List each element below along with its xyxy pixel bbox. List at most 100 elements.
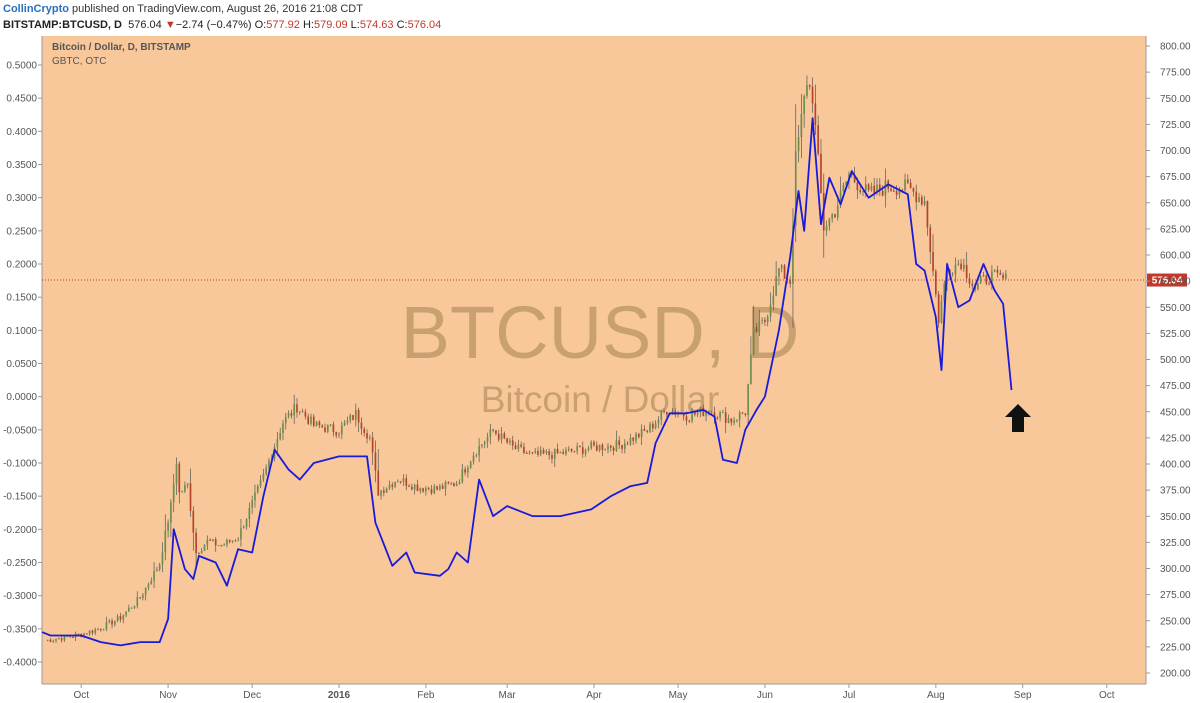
symbol-label[interactable]: BITSTAMP:BTCUSD, D bbox=[3, 19, 122, 31]
candle-body bbox=[719, 412, 721, 418]
candle-body bbox=[534, 451, 536, 453]
time-tick-label: Aug bbox=[927, 690, 945, 701]
candle-body bbox=[332, 424, 335, 433]
right-tick-label: 550.00 bbox=[1160, 303, 1191, 314]
time-tick-label: May bbox=[669, 690, 688, 701]
candle-body bbox=[287, 413, 290, 417]
candle-body bbox=[226, 539, 228, 545]
candle-body bbox=[862, 190, 864, 193]
candle-body bbox=[228, 539, 231, 542]
candle-body bbox=[993, 269, 996, 272]
candle-body bbox=[489, 429, 492, 437]
candle-body bbox=[377, 470, 380, 496]
candle-body bbox=[621, 445, 623, 449]
candle-body bbox=[455, 484, 458, 487]
candle-body bbox=[217, 545, 220, 547]
right-tick-label: 575.00 bbox=[1160, 277, 1191, 288]
candle-body bbox=[49, 639, 52, 643]
candle-body bbox=[705, 411, 707, 417]
high-value: 579.09 bbox=[313, 19, 348, 31]
candle-body bbox=[425, 488, 427, 492]
candle-body bbox=[495, 430, 497, 434]
candle-body bbox=[808, 84, 811, 87]
candle-body bbox=[744, 413, 747, 415]
right-axis-area[interactable] bbox=[1146, 36, 1200, 684]
candle-body bbox=[321, 425, 324, 428]
candle-body bbox=[203, 544, 206, 551]
candle-body bbox=[265, 467, 268, 475]
candle-body bbox=[310, 416, 312, 424]
btcusd-candles bbox=[46, 75, 1007, 644]
candle-body bbox=[629, 437, 632, 445]
candle-body bbox=[870, 185, 873, 191]
candle-body bbox=[483, 441, 486, 445]
candle-body bbox=[52, 640, 55, 643]
left-tick-label: 0.4000 bbox=[6, 127, 37, 138]
candle-body bbox=[360, 422, 363, 429]
time-tick-label: Nov bbox=[159, 690, 177, 701]
candle-body bbox=[175, 463, 178, 484]
candle-body bbox=[509, 440, 511, 443]
candle-body bbox=[971, 283, 974, 286]
candle-body bbox=[904, 179, 906, 191]
candle-body bbox=[108, 620, 111, 623]
candle-body bbox=[772, 295, 775, 305]
candle-body bbox=[912, 188, 915, 192]
candle-body bbox=[766, 316, 769, 323]
candle-body bbox=[422, 488, 424, 492]
candle-body bbox=[954, 264, 957, 274]
candle-body bbox=[635, 433, 637, 441]
candle-body bbox=[890, 188, 892, 191]
left-tick-label: 0.2000 bbox=[6, 260, 37, 271]
time-axis-area[interactable] bbox=[0, 684, 1200, 703]
plot-area[interactable] bbox=[42, 36, 1146, 684]
right-tick-label: 775.00 bbox=[1160, 68, 1191, 79]
candle-body bbox=[741, 412, 744, 414]
left-tick-label: -0.3500 bbox=[3, 624, 37, 635]
candle-body bbox=[761, 319, 763, 321]
candle-body bbox=[133, 605, 136, 608]
author-link[interactable]: CollinCrypto bbox=[3, 3, 69, 15]
left-tick-label: -0.1000 bbox=[3, 459, 37, 470]
candle-body bbox=[545, 451, 548, 454]
candle-body bbox=[195, 532, 197, 554]
candle-body bbox=[977, 283, 979, 290]
candle-body bbox=[475, 455, 478, 457]
candle-body bbox=[943, 283, 946, 302]
chart-subtitle: GBTC, OTC bbox=[52, 56, 106, 67]
candle-body bbox=[548, 451, 551, 456]
left-tick-label: 0.1500 bbox=[6, 293, 37, 304]
candle-body bbox=[430, 489, 433, 494]
candle-body bbox=[570, 448, 573, 452]
candle-body bbox=[346, 420, 349, 423]
candle-body bbox=[411, 486, 413, 490]
candle-body bbox=[181, 491, 183, 493]
time-tick-label: Oct bbox=[1099, 690, 1115, 701]
candle-body bbox=[189, 483, 192, 511]
open-value: 577.92 bbox=[266, 19, 300, 31]
candle-body bbox=[935, 271, 937, 295]
candle-body bbox=[884, 180, 887, 196]
candle-body bbox=[991, 271, 993, 284]
left-tick-label: -0.4000 bbox=[3, 658, 37, 669]
candle-body bbox=[581, 447, 584, 454]
candle-body bbox=[696, 412, 699, 415]
candle-body bbox=[702, 407, 705, 417]
candle-body bbox=[920, 197, 923, 205]
right-tick-label: 200.00 bbox=[1160, 669, 1191, 680]
candle-body bbox=[279, 433, 282, 440]
candle-body bbox=[520, 444, 522, 447]
candle-body bbox=[388, 484, 391, 489]
candle-body bbox=[598, 444, 601, 451]
price-chart[interactable]: BTCUSD, D Bitcoin / Dollar 576.04 Bitcoi… bbox=[0, 36, 1200, 703]
right-tick-label: 275.00 bbox=[1160, 590, 1191, 601]
left-axis-area bbox=[0, 36, 42, 684]
candle-body bbox=[713, 412, 716, 418]
candle-body bbox=[338, 434, 340, 436]
candle-body bbox=[895, 191, 898, 195]
right-tick-label: 350.00 bbox=[1160, 512, 1191, 523]
candle-body bbox=[820, 153, 822, 194]
candle-body bbox=[881, 190, 884, 196]
candle-body bbox=[800, 114, 803, 138]
candle-body bbox=[119, 616, 122, 620]
